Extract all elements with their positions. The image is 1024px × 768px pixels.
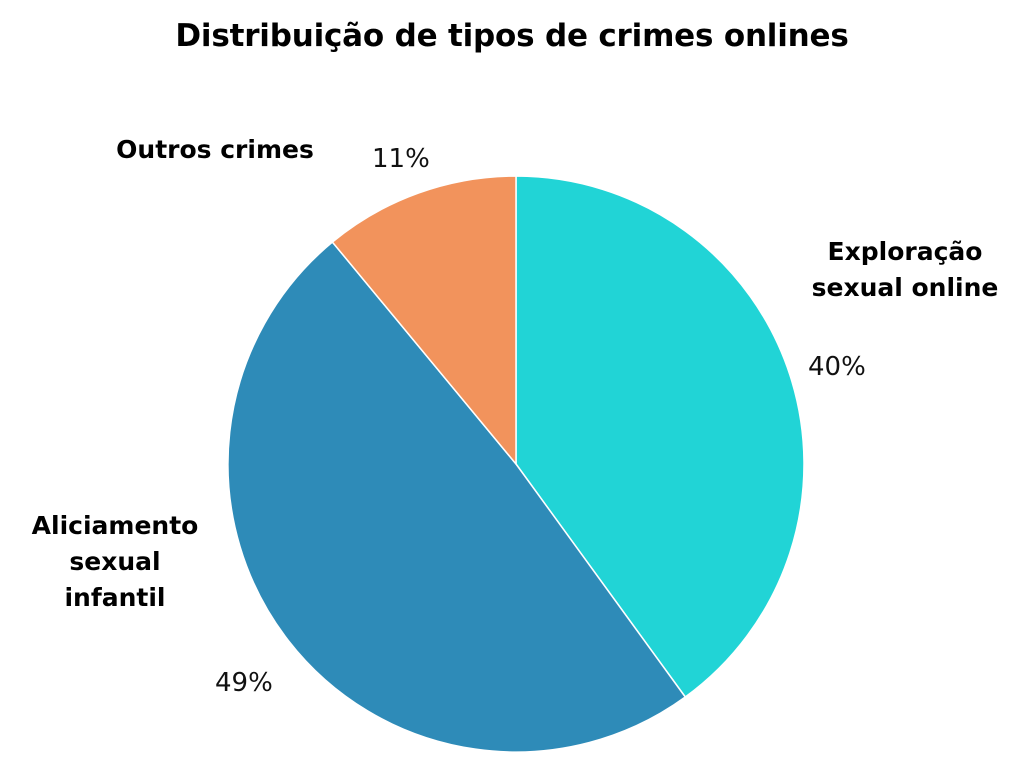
slice-label-line: Outros crimes — [116, 135, 314, 164]
value-label-exploracao: 40% — [808, 352, 866, 382]
pie-slices — [227, 175, 805, 753]
slice-label-line: sexual online — [811, 273, 999, 302]
value-label-outros: 11% — [372, 144, 430, 174]
slice-label-line: Exploração — [827, 237, 983, 266]
value-label-aliciamento: 49% — [215, 668, 273, 698]
pie-slice-1 — [227, 241, 687, 753]
slice-label-aliciamento: Aliciamento sexual infantil — [10, 508, 220, 616]
chart-title: Distribuição de tipos de crimes onlines — [175, 18, 849, 54]
slice-label-outros: Outros crimes — [100, 132, 330, 168]
slice-label-line: infantil — [64, 583, 166, 612]
slice-label-line: sexual — [69, 547, 161, 576]
pie-slice-2 — [331, 175, 517, 467]
slice-label-line: Aliciamento — [31, 511, 199, 540]
pie-slice-0 — [515, 175, 805, 699]
slice-label-exploracao: Exploração sexual online — [800, 234, 1010, 306]
